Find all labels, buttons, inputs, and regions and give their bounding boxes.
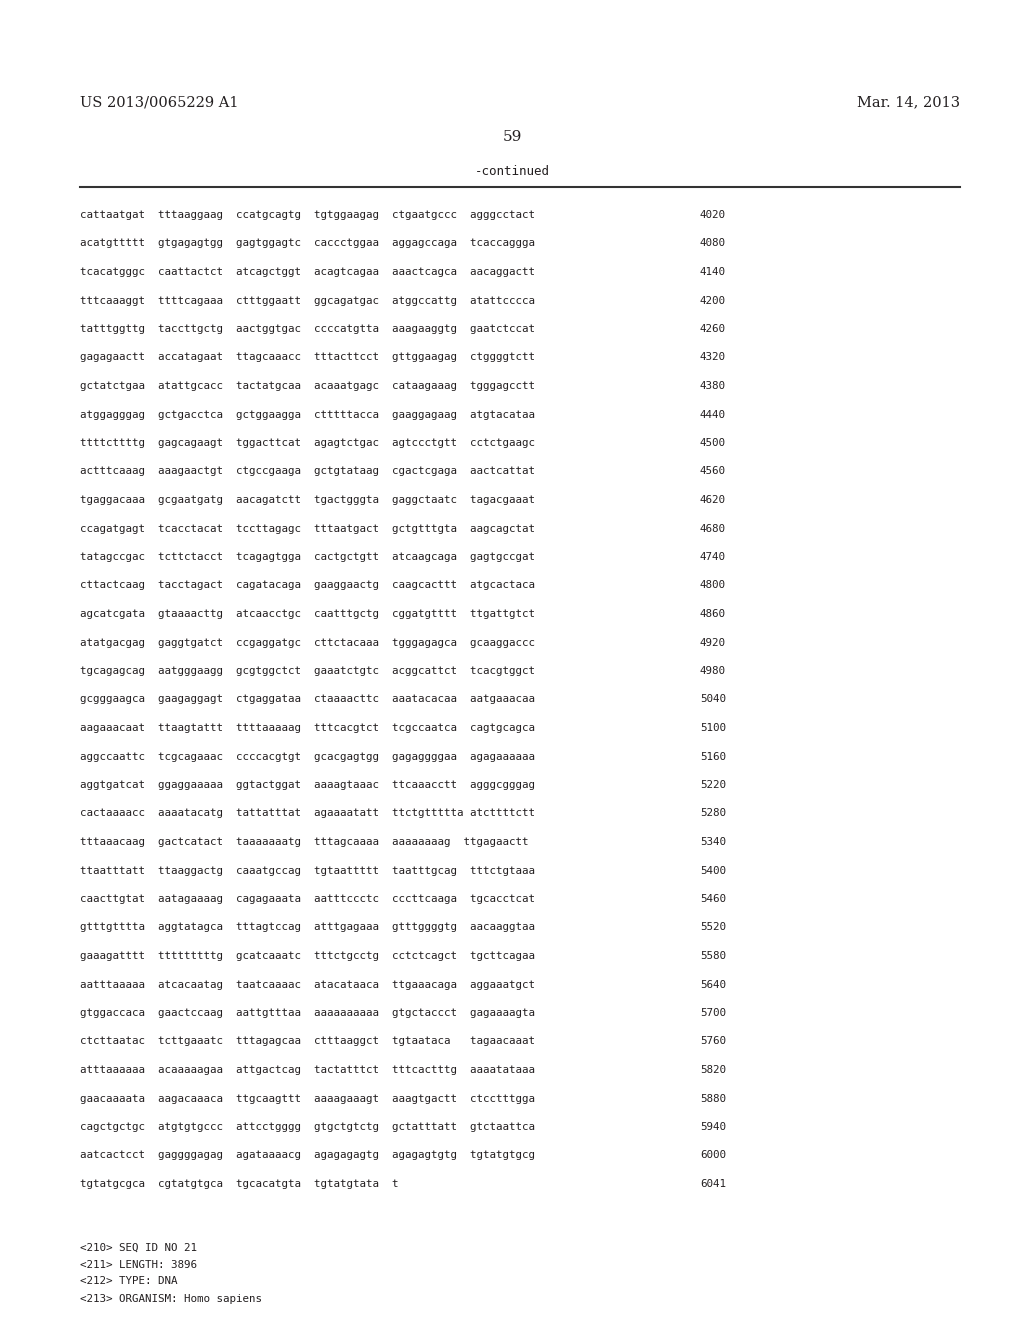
Text: 5700: 5700	[700, 1008, 726, 1018]
Text: -continued: -continued	[474, 165, 550, 178]
Text: 5040: 5040	[700, 694, 726, 705]
Text: atttaaaaaa  acaaaaagaa  attgactcag  tactatttct  tttcactttg  aaaatataaa: atttaaaaaa acaaaaagaa attgactcag tactatt…	[80, 1065, 535, 1074]
Text: 5820: 5820	[700, 1065, 726, 1074]
Text: 4380: 4380	[700, 381, 726, 391]
Text: 5460: 5460	[700, 894, 726, 904]
Text: aagaaacaat  ttaagtattt  ttttaaaaag  tttcacgtct  tcgccaatca  cagtgcagca: aagaaacaat ttaagtattt ttttaaaaag tttcacg…	[80, 723, 535, 733]
Text: 4440: 4440	[700, 409, 726, 420]
Text: tttcaaaggt  ttttcagaaa  ctttggaatt  ggcagatgac  atggccattg  atattcccca: tttcaaaggt ttttcagaaa ctttggaatt ggcagat…	[80, 296, 535, 305]
Text: aggccaattc  tcgcagaaac  ccccacgtgt  gcacgagtgg  gagaggggaa  agagaaaaaa: aggccaattc tcgcagaaac ccccacgtgt gcacgag…	[80, 751, 535, 762]
Text: gctatctgaa  atattgcacc  tactatgcaa  acaaatgagc  cataagaaag  tgggagcctt: gctatctgaa atattgcacc tactatgcaa acaaatg…	[80, 381, 535, 391]
Text: cactaaaacc  aaaatacatg  tattatttat  agaaaatatt  ttctgttttta atcttttctt: cactaaaacc aaaatacatg tattatttat agaaaat…	[80, 808, 535, 818]
Text: 5940: 5940	[700, 1122, 726, 1133]
Text: 5160: 5160	[700, 751, 726, 762]
Text: 5520: 5520	[700, 923, 726, 932]
Text: 4800: 4800	[700, 581, 726, 590]
Text: cattaatgat  tttaaggaag  ccatgcagtg  tgtggaagag  ctgaatgccc  agggcctact: cattaatgat tttaaggaag ccatgcagtg tgtggaa…	[80, 210, 535, 220]
Text: <211> LENGTH: 3896: <211> LENGTH: 3896	[80, 1259, 197, 1270]
Text: 4680: 4680	[700, 524, 726, 533]
Text: caacttgtat  aatagaaaag  cagagaaata  aatttccctc  cccttcaaga  tgcacctcat: caacttgtat aatagaaaag cagagaaata aatttcc…	[80, 894, 535, 904]
Text: 5880: 5880	[700, 1093, 726, 1104]
Text: cttactcaag  tacctagact  cagatacaga  gaaggaactg  caagcacttt  atgcactaca: cttactcaag tacctagact cagatacaga gaaggaa…	[80, 581, 535, 590]
Text: US 2013/0065229 A1: US 2013/0065229 A1	[80, 95, 239, 110]
Text: 4740: 4740	[700, 552, 726, 562]
Text: 5220: 5220	[700, 780, 726, 789]
Text: gagagaactt  accatagaat  ttagcaaacc  tttacttcct  gttggaagag  ctggggtctt: gagagaactt accatagaat ttagcaaacc tttactt…	[80, 352, 535, 363]
Text: 4560: 4560	[700, 466, 726, 477]
Text: 4140: 4140	[700, 267, 726, 277]
Text: tgaggacaaa  gcgaatgatg  aacagatctt  tgactgggta  gaggctaatc  tagacgaaat: tgaggacaaa gcgaatgatg aacagatctt tgactgg…	[80, 495, 535, 506]
Text: tgcagagcag  aatgggaagg  gcgtggctct  gaaatctgtc  acggcattct  tcacgtggct: tgcagagcag aatgggaagg gcgtggctct gaaatct…	[80, 667, 535, 676]
Text: 4260: 4260	[700, 323, 726, 334]
Text: 4320: 4320	[700, 352, 726, 363]
Text: <210> SEQ ID NO 21: <210> SEQ ID NO 21	[80, 1242, 197, 1253]
Text: 4620: 4620	[700, 495, 726, 506]
Text: gaaagatttt  tttttttttg  gcatcaaatc  tttctgcctg  cctctcagct  tgcttcagaa: gaaagatttt tttttttttg gcatcaaatc tttctgc…	[80, 950, 535, 961]
Text: 5580: 5580	[700, 950, 726, 961]
Text: tatttggttg  taccttgctg  aactggtgac  ccccatgtta  aaagaaggtg  gaatctccat: tatttggttg taccttgctg aactggtgac ccccatg…	[80, 323, 535, 334]
Text: tttaaacaag  gactcatact  taaaaaaatg  tttagcaaaa  aaaaaaaag  ttgagaactt: tttaaacaag gactcatact taaaaaaatg tttagca…	[80, 837, 528, 847]
Text: agcatcgata  gtaaaacttg  atcaacctgc  caatttgctg  cggatgtttt  ttgattgtct: agcatcgata gtaaaacttg atcaacctgc caatttg…	[80, 609, 535, 619]
Text: 4020: 4020	[700, 210, 726, 220]
Text: gtttgtttta  aggtatagca  tttagtccag  atttgagaaa  gtttggggtg  aacaaggtaa: gtttgtttta aggtatagca tttagtccag atttgag…	[80, 923, 535, 932]
Text: 4920: 4920	[700, 638, 726, 648]
Text: 59: 59	[503, 129, 521, 144]
Text: ctcttaatac  tcttgaaatc  tttagagcaa  ctttaaggct  tgtaataca   tagaacaaat: ctcttaatac tcttgaaatc tttagagcaa ctttaag…	[80, 1036, 535, 1047]
Text: ttttcttttg  gagcagaagt  tggacttcat  agagtctgac  agtccctgtt  cctctgaagc: ttttcttttg gagcagaagt tggacttcat agagtct…	[80, 438, 535, 447]
Text: atatgacgag  gaggtgatct  ccgaggatgc  cttctacaaa  tgggagagca  gcaaggaccc: atatgacgag gaggtgatct ccgaggatgc cttctac…	[80, 638, 535, 648]
Text: 4860: 4860	[700, 609, 726, 619]
Text: actttcaaag  aaagaactgt  ctgccgaaga  gctgtataag  cgactcgaga  aactcattat: actttcaaag aaagaactgt ctgccgaaga gctgtat…	[80, 466, 535, 477]
Text: acatgttttt  gtgagagtgg  gagtggagtc  caccctggaa  aggagccaga  tcaccaggga: acatgttttt gtgagagtgg gagtggagtc caccctg…	[80, 239, 535, 248]
Text: 5400: 5400	[700, 866, 726, 875]
Text: 6000: 6000	[700, 1151, 726, 1160]
Text: Mar. 14, 2013: Mar. 14, 2013	[857, 95, 961, 110]
Text: 5640: 5640	[700, 979, 726, 990]
Text: tgtatgcgca  cgtatgtgca  tgcacatgta  tgtatgtata  t: tgtatgcgca cgtatgtgca tgcacatgta tgtatgt…	[80, 1179, 398, 1189]
Text: 5280: 5280	[700, 808, 726, 818]
Text: tcacatgggc  caattactct  atcagctggt  acagtcagaa  aaactcagca  aacaggactt: tcacatgggc caattactct atcagctggt acagtca…	[80, 267, 535, 277]
Text: 5760: 5760	[700, 1036, 726, 1047]
Text: 4500: 4500	[700, 438, 726, 447]
Text: 4200: 4200	[700, 296, 726, 305]
Text: gtggaccaca  gaactccaag  aattgtttaa  aaaaaaaaaa  gtgctaccct  gagaaaagta: gtggaccaca gaactccaag aattgtttaa aaaaaaa…	[80, 1008, 535, 1018]
Text: atggagggag  gctgacctca  gctggaagga  ctttttacca  gaaggagaag  atgtacataa: atggagggag gctgacctca gctggaagga cttttta…	[80, 409, 535, 420]
Text: gaacaaaata  aagacaaaca  ttgcaagttt  aaaagaaagt  aaagtgactt  ctcctttgga: gaacaaaata aagacaaaca ttgcaagttt aaaagaa…	[80, 1093, 535, 1104]
Text: <212> TYPE: DNA: <212> TYPE: DNA	[80, 1276, 177, 1287]
Text: <213> ORGANISM: Homo sapiens: <213> ORGANISM: Homo sapiens	[80, 1294, 262, 1304]
Text: ccagatgagt  tcacctacat  tccttagagc  tttaatgact  gctgtttgta  aagcagctat: ccagatgagt tcacctacat tccttagagc tttaatg…	[80, 524, 535, 533]
Text: aggtgatcat  ggaggaaaaa  ggtactggat  aaaagtaaac  ttcaaacctt  agggcgggag: aggtgatcat ggaggaaaaa ggtactggat aaaagta…	[80, 780, 535, 789]
Text: aatcactcct  gaggggagag  agataaaacg  agagagagtg  agagagtgtg  tgtatgtgcg: aatcactcct gaggggagag agataaaacg agagaga…	[80, 1151, 535, 1160]
Text: 4080: 4080	[700, 239, 726, 248]
Text: 6041: 6041	[700, 1179, 726, 1189]
Text: tatagccgac  tcttctacct  tcagagtgga  cactgctgtt  atcaagcaga  gagtgccgat: tatagccgac tcttctacct tcagagtgga cactgct…	[80, 552, 535, 562]
Text: cagctgctgc  atgtgtgccc  attcctgggg  gtgctgtctg  gctatttatt  gtctaattca: cagctgctgc atgtgtgccc attcctgggg gtgctgt…	[80, 1122, 535, 1133]
Text: 4980: 4980	[700, 667, 726, 676]
Text: 5100: 5100	[700, 723, 726, 733]
Text: ttaatttatt  ttaaggactg  caaatgccag  tgtaattttt  taatttgcag  tttctgtaaa: ttaatttatt ttaaggactg caaatgccag tgtaatt…	[80, 866, 535, 875]
Text: 5340: 5340	[700, 837, 726, 847]
Text: aatttaaaaa  atcacaatag  taatcaaaac  atacataaca  ttgaaacaga  aggaaatgct: aatttaaaaa atcacaatag taatcaaaac atacata…	[80, 979, 535, 990]
Text: gcgggaagca  gaagaggagt  ctgaggataa  ctaaaacttc  aaatacacaa  aatgaaacaa: gcgggaagca gaagaggagt ctgaggataa ctaaaac…	[80, 694, 535, 705]
